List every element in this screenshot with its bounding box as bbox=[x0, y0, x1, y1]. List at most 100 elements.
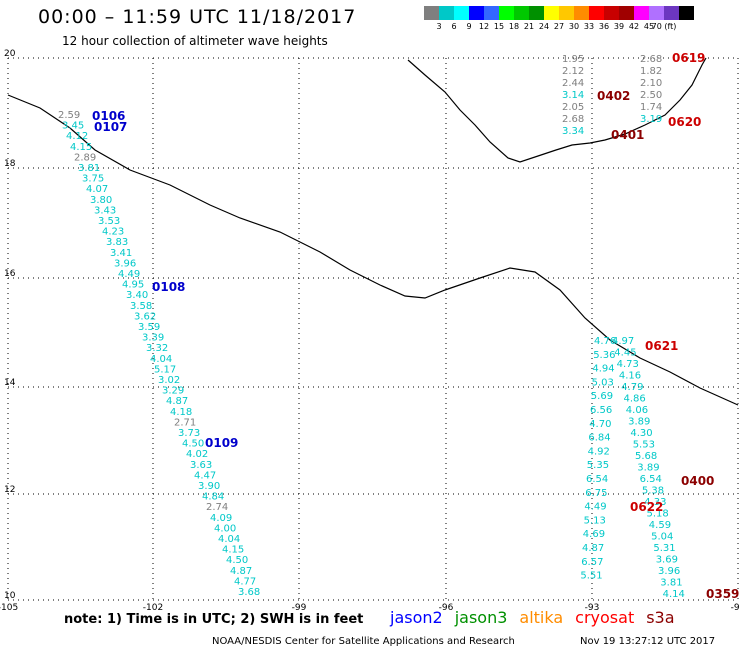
color-scale-label: 45 bbox=[643, 22, 655, 31]
color-swatch bbox=[634, 6, 649, 20]
wave-height-label: 2.10 bbox=[640, 78, 662, 89]
color-swatch bbox=[589, 6, 604, 20]
color-swatch bbox=[604, 6, 619, 20]
wave-height-label: 2.68 bbox=[562, 114, 584, 125]
wave-height-label: 6.57 bbox=[581, 557, 603, 568]
wave-height-label: 3.80 bbox=[90, 195, 112, 206]
wave-height-label: 4.07 bbox=[86, 184, 108, 195]
wave-height-label: 3.14 bbox=[562, 90, 584, 101]
wave-height-label: 3.39 bbox=[142, 333, 164, 344]
legend-cryosat: cryosat bbox=[575, 608, 635, 627]
wave-height-label: 1.82 bbox=[640, 66, 662, 77]
longitude-label: -96 bbox=[439, 603, 454, 613]
cryosat-track: 2.681.822.102.501.743.19 4.974.454.734.16… bbox=[612, 51, 705, 600]
wave-height-label: 2.12 bbox=[562, 66, 584, 77]
wave-height-label: 4.73 bbox=[617, 359, 639, 370]
latitude-label: 16 bbox=[4, 269, 16, 279]
wave-height-label: 4.86 bbox=[624, 394, 646, 405]
wave-height-label: 4.49 bbox=[584, 502, 606, 513]
wave-height-label: 3.34 bbox=[562, 126, 584, 137]
wave-height-label: 4.92 bbox=[588, 446, 610, 457]
mexico-pacific-coastline bbox=[7, 94, 739, 406]
wave-height-label: 4.06 bbox=[626, 405, 648, 416]
note-text: note: 1) Time is in UTC; 2) SWH is in fe… bbox=[64, 612, 364, 627]
satellite-legend: jason2 jason3 altika cryosat s3a bbox=[390, 608, 687, 627]
wave-height-label: 4.70 bbox=[589, 419, 611, 430]
generated-timestamp: Nov 19 13:27:12 UTC 2017 bbox=[580, 636, 716, 647]
color-swatch bbox=[529, 6, 544, 20]
color-swatch bbox=[424, 6, 439, 20]
wave-height-label: 3.62 bbox=[134, 311, 156, 322]
wave-height-label: 3.81 bbox=[660, 578, 682, 589]
wave-height-label: 4.94 bbox=[592, 364, 614, 375]
color-scale-label: 36 bbox=[598, 22, 610, 31]
color-swatch bbox=[649, 6, 664, 20]
wave-height-label: 3.19 bbox=[640, 114, 662, 125]
wave-height-label: 3.58 bbox=[130, 301, 152, 312]
color-swatch bbox=[619, 6, 634, 20]
legend-altika: altika bbox=[519, 608, 564, 627]
wave-height-label: 5.53 bbox=[633, 440, 655, 451]
color-scale-label: 42 bbox=[628, 22, 640, 31]
pass-time-label: 0402 bbox=[597, 89, 630, 103]
wave-height-label: 4.77 bbox=[234, 576, 256, 587]
wave-height-label: 4.87 bbox=[230, 566, 252, 577]
wave-height-label: 3.53 bbox=[98, 216, 120, 227]
map-subtitle: 12 hour collection of altimeter wave hei… bbox=[62, 34, 328, 48]
wave-height-label: 6.54 bbox=[640, 474, 662, 485]
wave-height-label: 2.44 bbox=[562, 78, 584, 89]
wave-height-label: 3.89 bbox=[628, 417, 650, 428]
wave-height-label: 5.17 bbox=[154, 364, 176, 375]
wave-height-label: 3.63 bbox=[190, 460, 212, 471]
color-scale-label: 3 bbox=[436, 22, 442, 31]
wave-height-label: 3.96 bbox=[114, 258, 136, 269]
color-scale-label: 12 bbox=[478, 22, 490, 31]
wave-height-label: 4.23 bbox=[102, 227, 124, 238]
latitude-label: 12 bbox=[4, 485, 15, 495]
wave-height-label: 2.59 bbox=[58, 110, 80, 121]
wave-height-label: 3.81 bbox=[78, 163, 100, 174]
wave-height-label: 4.97 bbox=[612, 336, 634, 347]
wave-height-label: 4.04 bbox=[150, 354, 172, 365]
wave-height-label: 4.50 bbox=[182, 439, 204, 450]
coastline bbox=[7, 57, 739, 406]
lat-lon-grid bbox=[7, 57, 739, 601]
color-swatch bbox=[559, 6, 574, 20]
latitude-label: 14 bbox=[4, 378, 16, 388]
wave-height-label: 5.36 bbox=[593, 350, 615, 361]
pass-time-label: 0621 bbox=[645, 339, 678, 353]
pass-time-label: 0359 bbox=[706, 587, 739, 601]
longitude-label: -105 bbox=[0, 603, 18, 613]
wave-height-label: 3.59 bbox=[138, 322, 160, 333]
longitude-label: -102 bbox=[143, 603, 163, 613]
pass-time-label: 0401 bbox=[611, 128, 644, 142]
color-swatch bbox=[484, 6, 499, 20]
wave-height-label: 5.35 bbox=[587, 460, 609, 471]
wave-height-label: 4.87 bbox=[582, 543, 604, 554]
color-swatch bbox=[439, 6, 454, 20]
color-scale-label: 15 bbox=[493, 22, 505, 31]
pass-time-label: 0619 bbox=[672, 51, 705, 65]
wave-height-label: 4.15 bbox=[222, 545, 244, 556]
wave-height-label: 3.90 bbox=[198, 481, 220, 492]
color-swatch bbox=[499, 6, 514, 20]
wave-height-label: 4.45 bbox=[614, 348, 636, 359]
wave-height-label: 4.47 bbox=[194, 470, 216, 481]
legend-s3a: s3a bbox=[646, 608, 675, 627]
color-swatch bbox=[514, 6, 529, 20]
credit-text: NOAA/NESDIS Center for Satellite Applica… bbox=[212, 636, 515, 647]
color-scale-label: 30 bbox=[568, 22, 580, 31]
color-scale-label: 33 bbox=[583, 22, 595, 31]
latitude-label: 20 bbox=[4, 49, 16, 59]
wave-height-label: 2.71 bbox=[174, 417, 196, 428]
wave-height-label: 2.68 bbox=[640, 54, 662, 65]
gulf-of-mexico-coastline bbox=[407, 57, 707, 163]
map-title: 00:00 – 11:59 UTC 11/18/2017 bbox=[38, 6, 357, 28]
wave-height-label: 4.14 bbox=[663, 589, 685, 600]
wave-height-label: 4.84 bbox=[202, 492, 224, 503]
pass-time-label: 0622 bbox=[630, 500, 663, 514]
color-swatch bbox=[544, 6, 559, 20]
color-scale-label: 18 bbox=[508, 22, 520, 31]
longitude-label: -93 bbox=[585, 603, 600, 613]
